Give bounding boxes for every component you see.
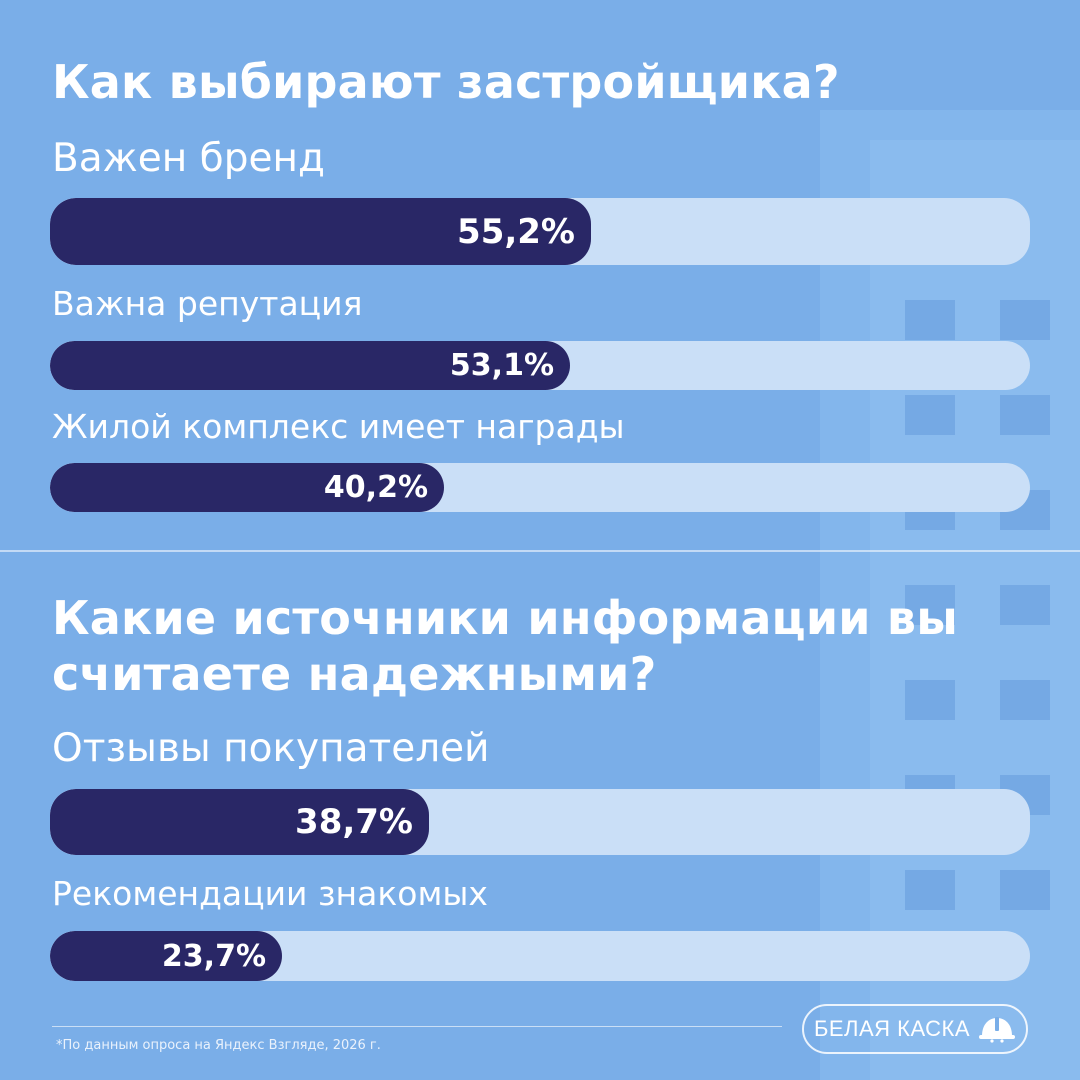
- helmet-icon: [979, 1017, 1016, 1043]
- chart-1-value-label-1: 55,2%: [457, 211, 575, 252]
- chart-1-value-label-2: 53,1%: [449, 348, 554, 383]
- brand-name: БЕЛАЯ КАСКА: [813, 1016, 971, 1041]
- chart-1-title: Как выбирают застройщика?: [52, 55, 840, 109]
- chart-2-bar-1: 38,7%: [50, 789, 429, 855]
- chart-1-bar-3: 40,2%: [50, 463, 444, 512]
- chart-2-bar-track-1: 38,7%: [50, 789, 1030, 855]
- chart-2-bar-track-2: 23,7%: [50, 931, 1030, 981]
- brand-logo: БЕЛАЯ КАСКА: [802, 1004, 1028, 1054]
- chart-1-category-label-1: Важен бренд: [52, 136, 325, 181]
- chart-1-value-label-3: 40,2%: [323, 470, 428, 505]
- chart-2-bar-2: 23,7%: [50, 931, 282, 981]
- footnote-rule: [52, 1026, 782, 1027]
- chart-2-title: Какие источники информации вы считаете н…: [52, 591, 959, 701]
- chart-2-category-label-2: Рекомендации знакомых: [52, 874, 488, 913]
- chart-1-bar-track-1: 55,2%: [50, 198, 1030, 265]
- chart-1-category-label-3: Жилой комплекс имеет награды: [52, 407, 625, 446]
- footnote: *По данным опроса на Яндекс Взгляде, 202…: [56, 1038, 381, 1053]
- chart-2-value-label-1: 38,7%: [295, 802, 413, 842]
- chart-1-bar-track-2: 53,1%: [50, 341, 1030, 390]
- chart-1-bar-2: 53,1%: [50, 341, 570, 390]
- chart-1-category-label-2: Важна репутация: [52, 284, 363, 323]
- chart-1-bar-track-3: 40,2%: [50, 463, 1030, 512]
- chart-1-bar-1: 55,2%: [50, 198, 591, 265]
- chart-2-value-label-2: 23,7%: [161, 938, 266, 974]
- chart-2-category-label-1: Отзывы покупателей: [52, 726, 490, 771]
- section-divider: [0, 550, 1080, 552]
